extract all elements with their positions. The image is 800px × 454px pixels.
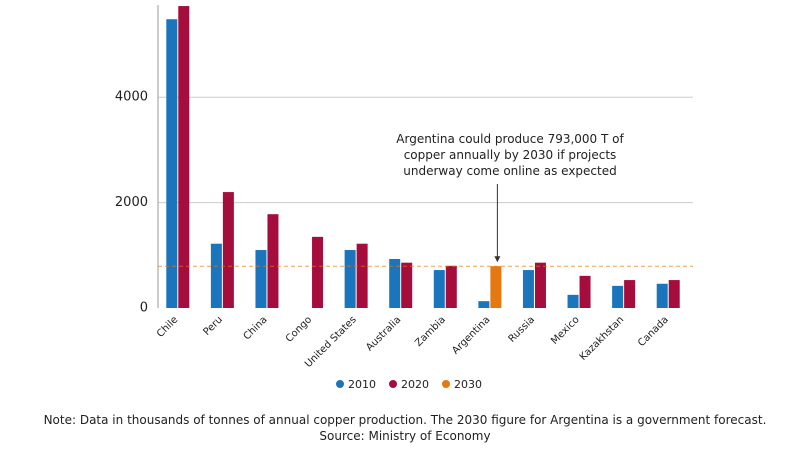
x-tick-label: Russia [507,314,538,345]
x-tick-label: China [242,314,270,342]
y-tick-label: 2000 [115,195,148,210]
x-tick-label: Zambia [413,314,448,349]
y-tick-label: 4000 [115,90,148,105]
y-tick-label: 0 [140,301,148,316]
legend-marker [442,380,450,388]
source: Source: Ministry of Economy [319,429,490,443]
bar [222,192,234,308]
bar [522,270,534,308]
bar [567,294,579,308]
bar [624,280,636,308]
annotation: copper annually by 2030 if projects [404,148,617,162]
bar [210,243,222,308]
legend-label: 2020 [401,378,429,391]
x-tick-label: Mexico [549,314,581,346]
x-tick-label: Argentina [450,314,492,356]
bar [166,19,178,309]
bar [433,270,445,308]
bar [178,6,190,308]
bar [534,262,546,308]
bar [612,285,624,308]
annotation: Argentina could produce 793,000 T of [396,132,624,146]
bar [255,250,267,308]
legend-marker [389,380,397,388]
x-tick-label: Peru [201,314,225,338]
bar [356,243,368,308]
bar [490,266,502,308]
x-tick-label: Australia [364,314,403,353]
x-tick-label: Congo [284,314,314,344]
bar [478,301,490,308]
bar [656,283,668,308]
x-tick-label: Chile [155,314,180,339]
legend-marker [336,380,344,388]
x-tick-label: Canada [636,314,671,349]
arrow-head [494,256,501,263]
x-tick-label: Kazakhstan [578,314,627,363]
bar [401,262,413,308]
bar [344,250,356,308]
legend-label: 2010 [348,378,376,391]
bar [389,258,401,308]
bar [445,265,457,308]
legend-label: 2030 [454,378,482,391]
bar [668,280,680,308]
bar [312,236,324,308]
bar [579,275,591,308]
bar [267,214,279,308]
annotation: underway come online as expected [403,164,616,178]
note: Note: Data in thousands of tonnes of ann… [44,413,767,427]
